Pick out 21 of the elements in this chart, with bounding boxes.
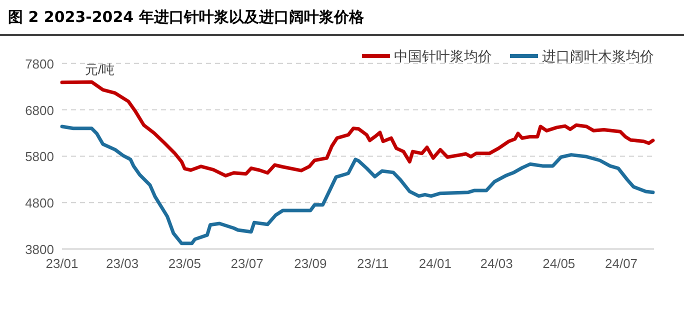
x-tick-label: 24/05 [542, 256, 576, 271]
x-tick-label: 23/11 [357, 256, 389, 271]
line-series [60, 80, 655, 178]
x-tick-label: 24/01 [418, 256, 452, 271]
y-tick-label: 7800 [25, 56, 54, 72]
y-axis-title: 元/吨 [85, 62, 115, 77]
y-tick-label: 4800 [25, 196, 54, 211]
legend-label: 进口阔叶木浆均价 [542, 48, 654, 64]
x-tick-label: 23/03 [106, 256, 139, 271]
line-series [60, 124, 655, 246]
x-tick-label: 23/05 [168, 256, 201, 271]
x-tick-label: 23/01 [46, 256, 78, 271]
x-tick-label: 24/03 [480, 256, 513, 271]
y-tick-label: 3800 [25, 242, 54, 257]
legend-label: 中国针叶浆均价 [394, 48, 492, 64]
x-tick-label: 23/07 [230, 256, 264, 271]
y-tick-label: 6800 [25, 102, 54, 118]
chart-title: 图 2 2023-2024 年进口针叶浆以及进口阔叶浆价格 [8, 8, 365, 26]
x-tick-label: 23/09 [294, 256, 327, 271]
y-tick-label: 5800 [25, 149, 54, 164]
x-tick-label: 24/07 [605, 256, 638, 271]
